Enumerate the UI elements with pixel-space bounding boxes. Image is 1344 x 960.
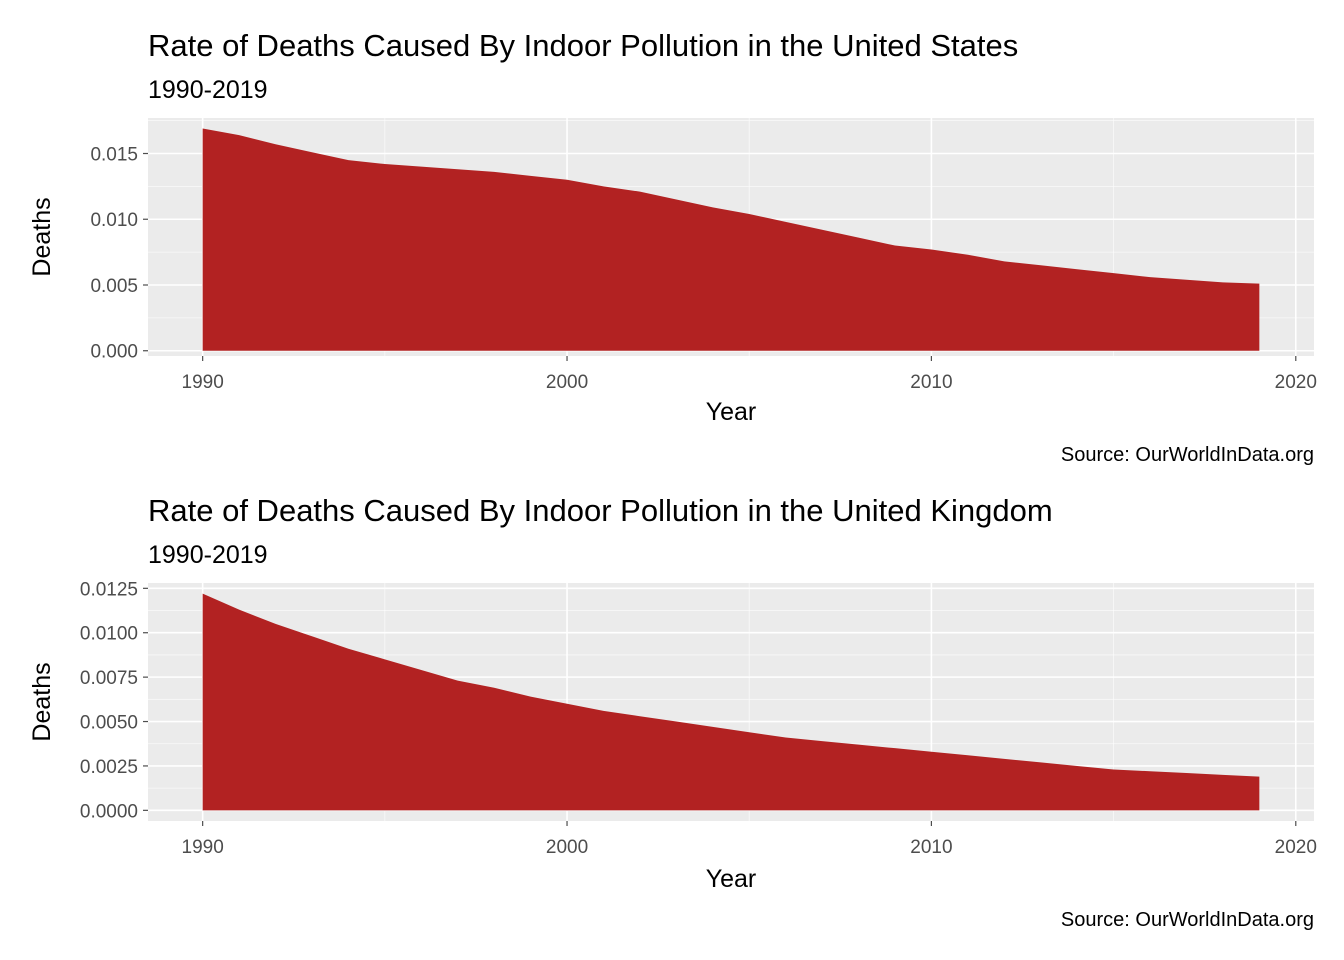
y-axis-label: Deaths [28, 662, 56, 741]
chart-title: Rate of Deaths Caused By Indoor Pollutio… [148, 493, 1053, 528]
chart-subtitle: 1990-2019 [148, 76, 268, 104]
x-tick-label: 2010 [910, 837, 952, 858]
x-axis-label: Year [706, 398, 757, 426]
x-tick-label: 2020 [1275, 372, 1317, 393]
y-axis-label: Deaths [28, 197, 56, 276]
chart-2: Rate of Deaths Caused By Indoor Pollutio… [28, 493, 1317, 931]
x-tick-label: 2000 [546, 837, 588, 858]
source-caption: Source: OurWorldInData.org [1061, 909, 1314, 931]
y-tick-label: 0.000 [90, 342, 138, 363]
y-tick-label: 0.005 [90, 276, 138, 297]
y-tick-label: 0.015 [90, 145, 138, 166]
y-tick-label: 0.0050 [80, 713, 138, 734]
y-tick-label: 0.010 [90, 210, 138, 231]
x-axis-label: Year [706, 865, 757, 893]
y-tick-label: 0.0075 [80, 668, 138, 689]
y-tick-label: 0.0125 [80, 579, 138, 600]
x-tick-label: 2000 [546, 372, 588, 393]
x-tick-label: 1990 [182, 372, 224, 393]
chart-title: Rate of Deaths Caused By Indoor Pollutio… [148, 28, 1018, 63]
y-tick-label: 0.0100 [80, 624, 138, 645]
y-tick-label: 0.0025 [80, 757, 138, 778]
source-caption: Source: OurWorldInData.org [1061, 444, 1314, 466]
chart-subtitle: 1990-2019 [148, 541, 268, 569]
chart-1: Rate of Deaths Caused By Indoor Pollutio… [28, 28, 1317, 466]
area-series [202, 128, 1260, 351]
area-series [202, 593, 1260, 811]
x-tick-label: 1990 [182, 837, 224, 858]
y-tick-label: 0.0000 [80, 801, 138, 822]
x-tick-label: 2010 [910, 372, 952, 393]
x-tick-label: 2020 [1275, 837, 1317, 858]
